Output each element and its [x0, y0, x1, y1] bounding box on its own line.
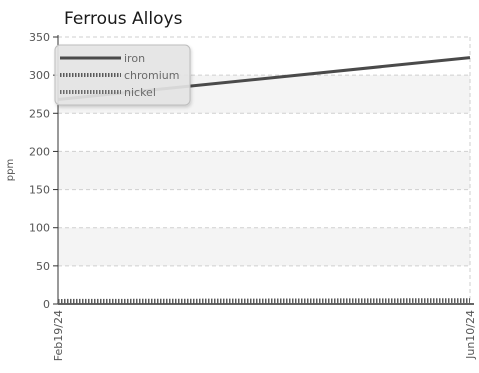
series-line-nickel — [57, 298, 471, 304]
y-axis-label: ppm — [5, 159, 16, 181]
y-tick-label: 0 — [43, 298, 50, 311]
y-tick-labels: 0 50 100 150 200 250 300 350 — [29, 31, 50, 311]
y-tick-label: 100 — [29, 222, 50, 235]
y-tick-label: 300 — [29, 69, 50, 82]
y-tick-label: 250 — [29, 107, 50, 120]
y-tick-label: 150 — [29, 184, 50, 197]
legend-box — [54, 44, 191, 106]
x-tick-labels: Feb19/24 Jun10/24 — [52, 310, 477, 361]
plot-band — [58, 227, 470, 266]
legend-label-iron: iron — [124, 52, 145, 65]
y-tick-label: 350 — [29, 31, 50, 44]
chart-title: Ferrous Alloys — [64, 9, 183, 29]
legend-label-nickel: nickel — [124, 86, 156, 99]
y-tick-label: 50 — [36, 260, 50, 273]
x-tick-label: Jun10/24 — [464, 310, 477, 360]
legend: iron chromium nickel — [54, 44, 191, 106]
x-tick-label: Feb19/24 — [52, 310, 65, 361]
legend-label-chromium: chromium — [124, 69, 180, 82]
plot-band — [58, 151, 470, 190]
series-line-chromium — [57, 298, 471, 303]
y-tick-label: 200 — [29, 145, 50, 158]
